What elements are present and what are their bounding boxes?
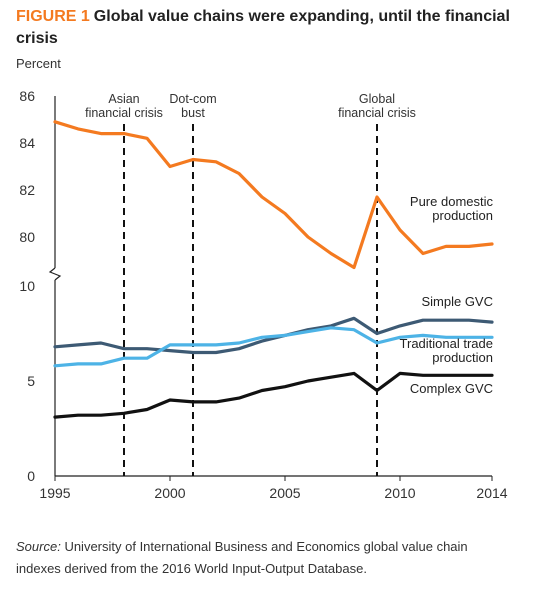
- x-tick-label: 2005: [269, 485, 300, 501]
- x-tick-label: 1995: [39, 485, 70, 501]
- series-label: Complex GVC: [410, 381, 493, 396]
- y-unit-label: Percent: [16, 56, 61, 71]
- event-label: financial crisis: [85, 106, 163, 120]
- event-label: financial crisis: [338, 106, 416, 120]
- series-line: [53, 371, 494, 419]
- event-label: Asian: [108, 92, 139, 106]
- series-line: [53, 316, 494, 355]
- series-line: [53, 120, 494, 270]
- y-tick-label: 86: [19, 88, 35, 104]
- event-label: Dot-com: [169, 92, 216, 106]
- axis-break: [48, 267, 62, 281]
- event-label: Global: [359, 92, 395, 106]
- y-tick-label: 84: [19, 135, 35, 151]
- y-tick-label: 10: [19, 278, 35, 294]
- series-label: production: [432, 350, 493, 365]
- figure-title-text: Global value chains were expanding, unti…: [16, 8, 510, 47]
- series-lines: [53, 120, 494, 419]
- tick-labels: 80 82 84 86 0 5 10 1995 2000 2005 2010 2014: [19, 88, 507, 501]
- series-label: production: [432, 208, 493, 223]
- series-line: [53, 326, 494, 368]
- source-label: Source:: [16, 539, 61, 554]
- series-label: Simple GVC: [421, 294, 493, 309]
- event-label: bust: [181, 106, 205, 120]
- y-tick-label: 5: [27, 373, 35, 389]
- x-tick-label: 2014: [476, 485, 507, 501]
- x-tick-label: 2010: [384, 485, 415, 501]
- series-label: Pure domestic: [410, 194, 494, 209]
- source-text: University of International Business and…: [16, 539, 468, 576]
- source-note: Source: University of International Busi…: [16, 536, 516, 580]
- y-tick-label: 82: [19, 182, 35, 198]
- figure-label: FIGURE 1: [16, 8, 90, 25]
- chart-axes: [48, 96, 492, 477]
- series-label: Traditional trade: [400, 336, 493, 351]
- y-tick-label: 80: [19, 229, 35, 245]
- x-tick-label: 2000: [154, 485, 185, 501]
- y-tick-label: 0: [27, 468, 35, 484]
- figure-title: FIGURE 1 Global value chains were expandi…: [16, 6, 521, 50]
